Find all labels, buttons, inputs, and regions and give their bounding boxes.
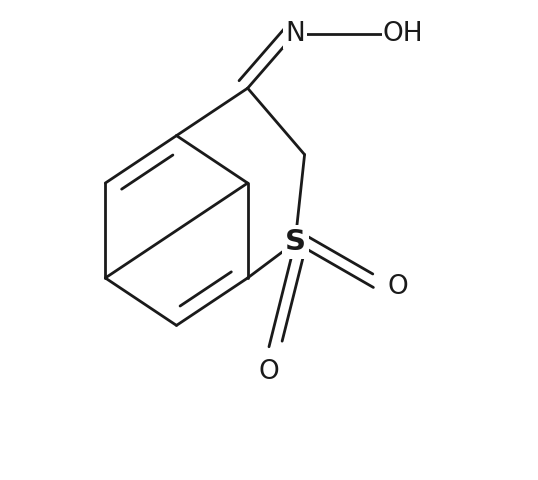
Text: O: O: [259, 359, 279, 384]
Text: S: S: [285, 228, 306, 256]
Text: N: N: [285, 21, 305, 47]
Text: OH: OH: [383, 21, 423, 47]
Text: O: O: [387, 275, 408, 300]
